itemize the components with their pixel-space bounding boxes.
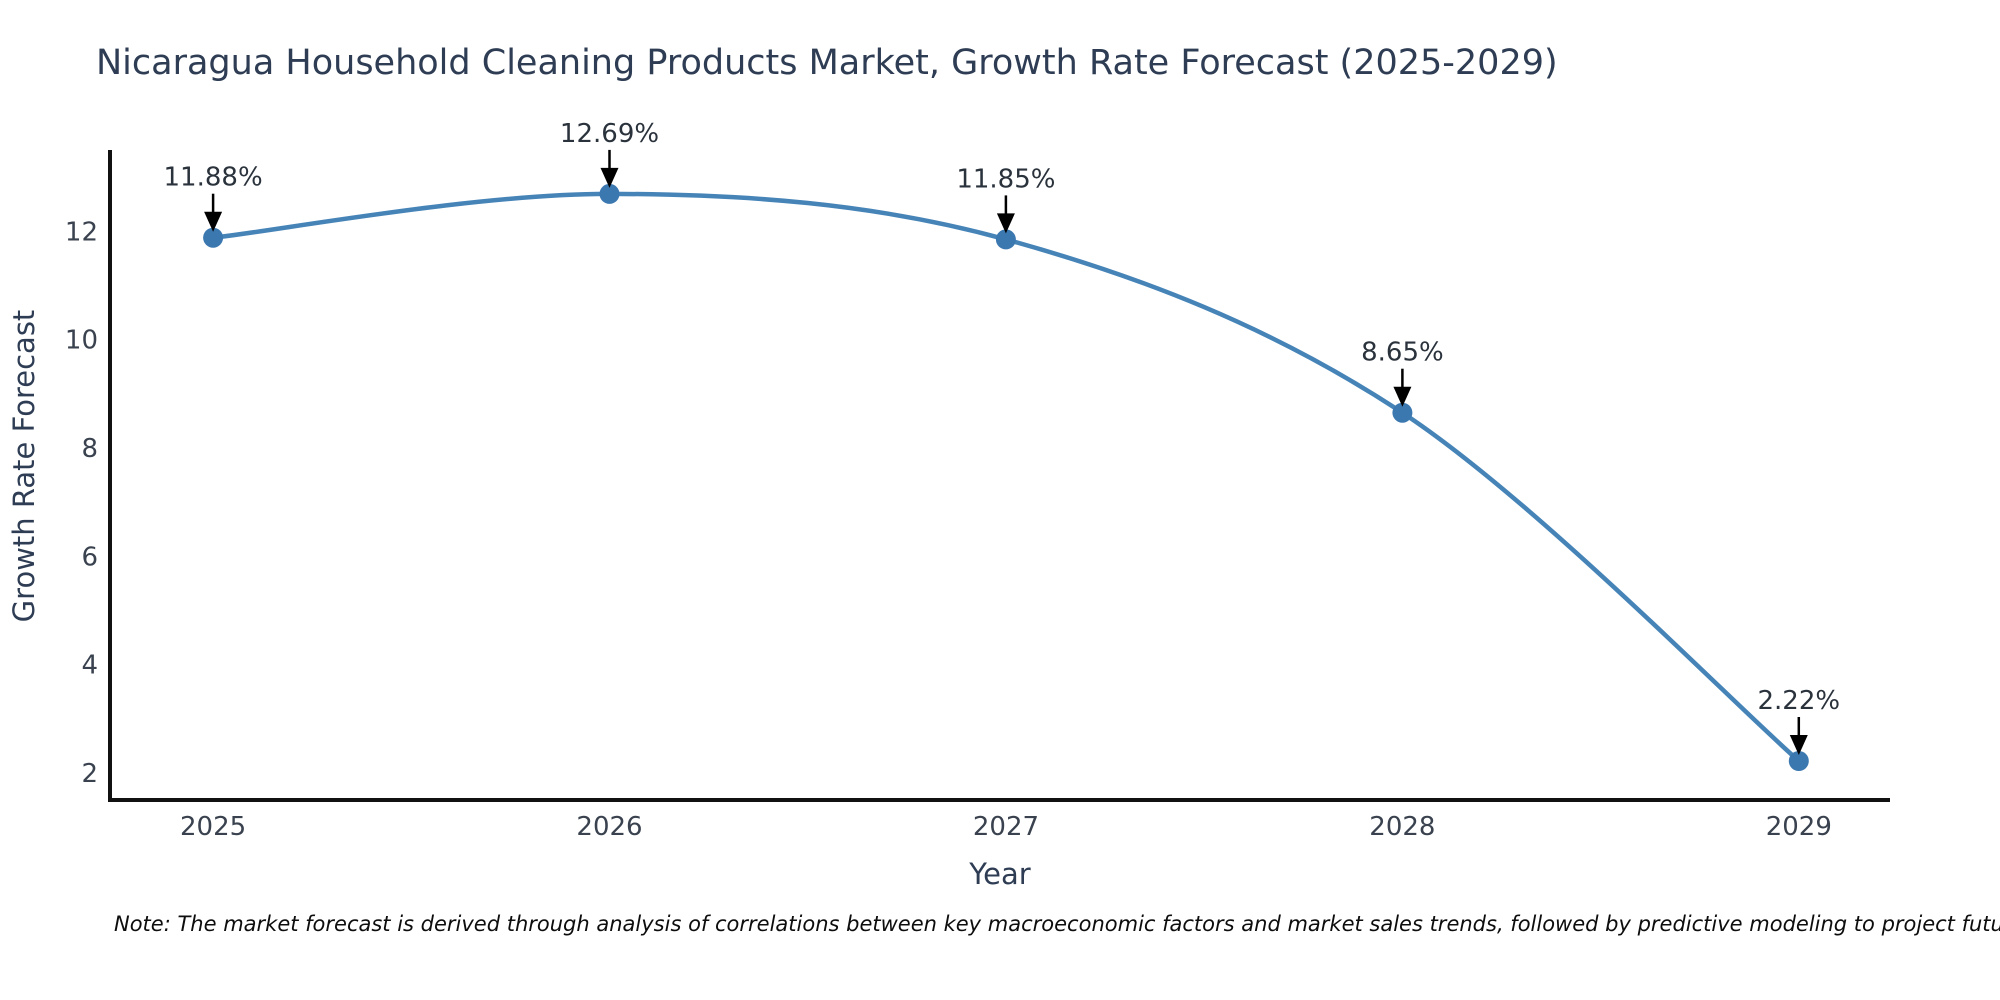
data-point-marker [995, 229, 1016, 250]
data-point-marker [599, 183, 620, 204]
y-tick-label: 6 [81, 542, 98, 572]
forecast-line [210, 191, 1802, 764]
data-point-marker [1392, 402, 1413, 423]
data-point-marker [203, 227, 224, 248]
x-tick-label: 2028 [1369, 812, 1435, 842]
x-tick-label: 2025 [180, 812, 246, 842]
annotation-arrow-head [1789, 735, 1808, 755]
annotation-label: 11.88% [164, 163, 263, 193]
annotation-arrow-head [996, 213, 1015, 234]
x-tick-label: 2029 [1766, 812, 1832, 842]
y-tick-label: 2 [81, 759, 98, 789]
annotation-arrow-head [600, 167, 619, 188]
y-tick-label: 12 [65, 217, 98, 247]
annotation-arrow-head [204, 211, 223, 232]
x-tick-label: 2026 [576, 812, 642, 842]
x-tick-label: 2027 [973, 812, 1039, 842]
footnote: Note: The market forecast is derived thr… [114, 912, 2000, 936]
annotation-label: 12.69% [560, 119, 659, 149]
x-tick-labels: 2025 2026 2027 2028 2029 [180, 812, 1832, 842]
y-tick-label: 10 [65, 326, 98, 356]
chart-title: Nicaragua Household Cleaning Products Ma… [96, 43, 1558, 83]
axes [108, 150, 1890, 802]
y-tick-label: 4 [81, 651, 98, 681]
annotation-label: 11.85% [956, 164, 1055, 194]
annotation-arrow-head [1393, 386, 1412, 407]
annotation-label: 2.22% [1757, 686, 1840, 716]
y-axis-title: Growth Rate Forecast [7, 310, 41, 623]
y-tick-labels: 2 4 6 8 10 12 [65, 217, 98, 789]
x-axis-title: Year [968, 857, 1030, 891]
y-tick-label: 8 [81, 434, 98, 464]
data-point-marker [1788, 751, 1809, 771]
data-point-markers [203, 183, 1809, 771]
annotations: 11.88% 12.69% 11.85% 8.65% 2.22% [164, 119, 1840, 755]
annotation-label: 8.65% [1361, 338, 1444, 368]
